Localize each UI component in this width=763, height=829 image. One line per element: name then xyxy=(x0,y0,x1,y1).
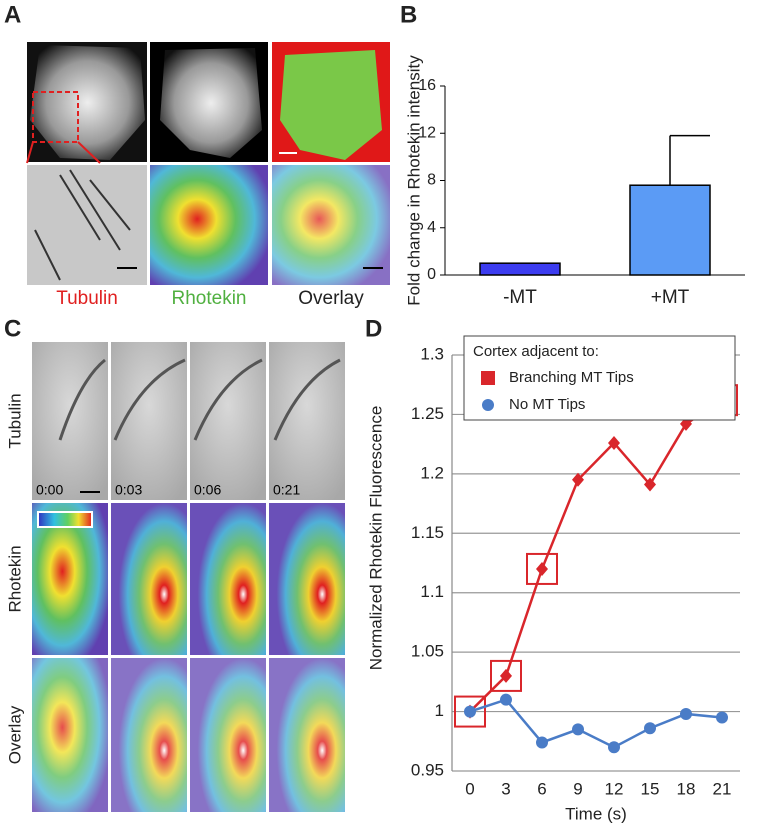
panel-label: C xyxy=(4,315,21,342)
y-tick-label: 8 xyxy=(427,172,436,189)
data-point xyxy=(536,561,548,576)
legend-title: Cortex adjacent to: xyxy=(473,343,599,360)
panel-label: B xyxy=(400,1,417,28)
data-point xyxy=(680,707,692,720)
error-bar xyxy=(669,134,710,186)
y-axis-label: Normalized Rhotekin Fluorescence xyxy=(366,406,385,671)
y-tick-label: 0 xyxy=(427,266,436,283)
data-point xyxy=(716,711,728,724)
timestamp: 0:21 xyxy=(273,482,300,498)
timestamp: 0:03 xyxy=(115,482,142,498)
data-point xyxy=(500,693,512,706)
channel-label: Tubulin xyxy=(56,288,118,309)
x-axis-label: Time (s) xyxy=(565,804,627,823)
y-tick-label: 1.15 xyxy=(411,523,444,542)
data-point xyxy=(644,722,656,735)
legend-label: Branching MT Tips xyxy=(509,369,634,386)
row-label: Overlay xyxy=(5,705,24,764)
legend-box xyxy=(463,335,736,421)
x-tick-label: +MT xyxy=(651,287,690,308)
data-point xyxy=(464,705,476,718)
legend-label: No MT Tips xyxy=(509,396,585,413)
y-tick-label: 1.1 xyxy=(420,582,444,601)
y-tick-label: 12 xyxy=(418,124,436,141)
x-tick-label: 15 xyxy=(641,779,660,798)
panel-label: A xyxy=(4,1,21,28)
channel-label: Overlay xyxy=(298,288,364,309)
x-tick-label: -MT xyxy=(503,287,537,308)
x-tick-label: 0 xyxy=(465,779,474,798)
x-tick-label: 12 xyxy=(605,779,624,798)
y-tick-label: 1.05 xyxy=(411,642,444,661)
bar xyxy=(479,262,561,276)
bar xyxy=(629,184,711,276)
series-line xyxy=(469,399,723,713)
highlight-box xyxy=(490,659,522,692)
panel-c-images xyxy=(32,342,345,812)
data-point xyxy=(572,723,584,736)
highlight-box xyxy=(454,695,486,728)
y-axis-label: Fold change in Rhotekin intensity xyxy=(404,55,423,306)
x-tick-label: 18 xyxy=(677,779,696,798)
timestamp: 0:00 xyxy=(36,482,63,498)
x-tick-label: 21 xyxy=(713,779,732,798)
x-tick-label: 6 xyxy=(537,779,546,798)
row-label: Rhotekin xyxy=(5,545,24,612)
timestamp: 0:06 xyxy=(194,482,221,498)
data-point xyxy=(572,472,584,487)
y-tick-label: 1.3 xyxy=(420,344,444,363)
data-point xyxy=(644,477,656,492)
data-point xyxy=(608,435,620,450)
data-point xyxy=(500,668,512,683)
series-line xyxy=(469,698,723,749)
highlight-box xyxy=(526,552,558,585)
x-tick-label: 9 xyxy=(573,779,582,798)
y-tick-label: 4 xyxy=(427,219,436,236)
legend-marker xyxy=(482,399,494,411)
x-tick-label: 3 xyxy=(501,779,510,798)
y-tick-label: 1.2 xyxy=(420,463,444,482)
data-point xyxy=(536,736,548,749)
panel-label: D xyxy=(365,315,382,342)
panel-a-images xyxy=(26,42,390,285)
y-tick-label: 0.95 xyxy=(411,760,444,779)
y-tick-label: 1.25 xyxy=(411,404,444,423)
channel-label: Rhotekin xyxy=(172,288,247,309)
y-tick-label: 16 xyxy=(418,77,436,94)
y-tick-label: 1 xyxy=(435,701,444,720)
legend-marker xyxy=(481,371,495,385)
row-label: Tubulin xyxy=(5,393,24,448)
data-point xyxy=(608,741,620,754)
